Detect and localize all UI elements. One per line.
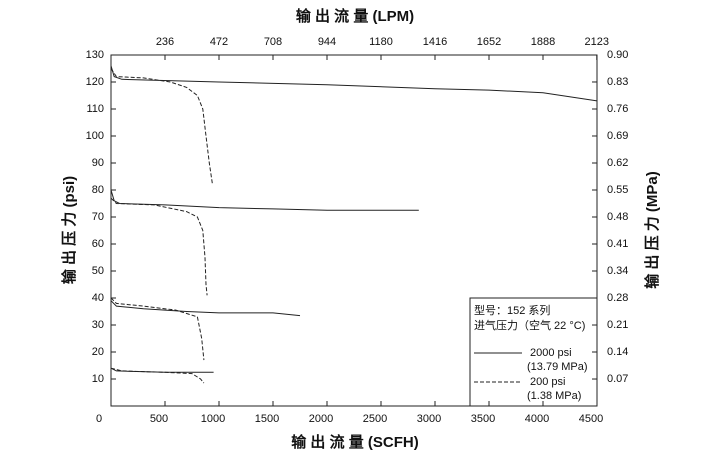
x-axis-title: 输 出 流 量 (SCFH) (291, 433, 419, 451)
legend-label: (1.38 MPa) (527, 390, 581, 402)
x2-tick-label: 1180 (369, 36, 393, 48)
y-tick-label: 70 (92, 211, 104, 223)
y2-tick-label: 0.69 (607, 130, 628, 142)
x2-tick-label: 1888 (531, 36, 555, 48)
y-tick-label: 50 (92, 265, 104, 277)
y-tick-label: 130 (86, 49, 104, 61)
x2-tick-label: 1652 (477, 36, 501, 48)
x2-tick-label: 236 (156, 36, 174, 48)
series-line (110, 197, 208, 296)
y2-tick-label: 0.55 (607, 184, 628, 196)
y2-tick-label: 0.21 (607, 319, 628, 331)
x-tick-label: 1500 (255, 413, 279, 425)
x-tick-label: 2500 (363, 413, 387, 425)
x2-tick-label: 944 (318, 36, 336, 48)
x-tick-label: 1000 (201, 413, 225, 425)
y2-tick-label: 0.48 (607, 211, 628, 223)
series-line (110, 68, 213, 185)
y-tick-label: 90 (92, 157, 104, 169)
x-tick-label: 0 (96, 413, 102, 425)
legend-frame (469, 297, 597, 406)
plot-frame (110, 54, 598, 407)
x2-axis-title: 输 出 流 量 (LPM) (296, 7, 414, 25)
series-line (110, 300, 301, 317)
x-tick-label: 2000 (309, 413, 333, 425)
y-tick-label: 120 (86, 76, 104, 88)
y-axis-title: 输 出 压 力 (psi) (60, 176, 78, 284)
y2-tick-label: 0.34 (607, 265, 628, 277)
y-tick-label: 30 (92, 319, 104, 331)
x-tick-label: 3000 (417, 413, 441, 425)
y-tick-label: 40 (92, 292, 104, 304)
x-tick-label: 500 (150, 413, 168, 425)
x-tick-label: 3500 (471, 413, 495, 425)
legend-label: 2000 psi (530, 347, 572, 359)
legend-label: 200 psi (530, 376, 565, 388)
y-tick-label: 20 (92, 346, 104, 358)
y-tick-label: 60 (92, 238, 104, 250)
x2-tick-label: 472 (210, 36, 228, 48)
series-line (110, 367, 205, 384)
y2-tick-label: 0.90 (607, 49, 628, 61)
series-line (110, 65, 598, 102)
legend-title: 型号：152 系列 (474, 303, 550, 317)
y-tick-label: 100 (86, 130, 104, 142)
y-tick-label: 110 (86, 103, 104, 115)
x2-tick-label: 1416 (423, 36, 447, 48)
y2-tick-label: 0.83 (607, 76, 628, 88)
y-tick-label: 10 (92, 373, 104, 385)
series-line (110, 189, 419, 211)
y-tick-label: 80 (92, 184, 104, 196)
y2-axis-title: 输 出 压 力 (MPa) (643, 171, 661, 289)
series-line (110, 367, 214, 373)
y2-tick-label: 0.62 (607, 157, 628, 169)
x-tick-label: 4500 (579, 413, 603, 425)
y2-tick-label: 0.28 (607, 292, 628, 304)
y2-tick-label: 0.41 (607, 238, 628, 250)
legend-label: (13.79 MPa) (527, 361, 588, 373)
y2-tick-label: 0.14 (607, 346, 628, 358)
x2-tick-label: 2123 (585, 36, 609, 48)
x2-tick-label: 708 (264, 36, 282, 48)
y2-tick-label: 0.76 (607, 103, 628, 115)
series-line (110, 297, 205, 361)
y2-tick-label: 0.07 (607, 373, 628, 385)
legend-title: 进气压力（空气 22 °C) (474, 318, 585, 332)
x-tick-label: 4000 (525, 413, 549, 425)
